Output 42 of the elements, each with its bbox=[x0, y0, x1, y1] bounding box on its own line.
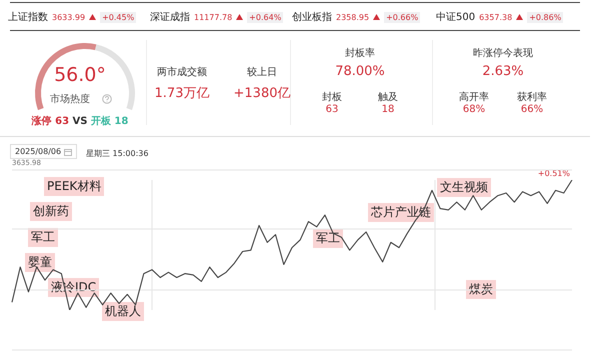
annotation: 文生视频 bbox=[437, 178, 491, 197]
text: 星期三 15:00:36 bbox=[86, 148, 148, 159]
text: 66% bbox=[520, 104, 544, 115]
text: 高开率 bbox=[459, 90, 489, 104]
text: 3633.99 bbox=[52, 12, 86, 22]
text: 触及 bbox=[378, 91, 398, 104]
text: 两市成交额 bbox=[157, 66, 207, 79]
text: VS bbox=[72, 116, 88, 127]
text: 创业板指 bbox=[292, 10, 332, 24]
annotation: 机器人 bbox=[102, 302, 144, 321]
text: 深证成指 bbox=[150, 10, 190, 24]
annotation: 创新药 bbox=[30, 202, 72, 221]
text: 中证500 bbox=[436, 10, 476, 24]
text: 6357.38 bbox=[479, 12, 512, 22]
text: +0.64% bbox=[247, 12, 284, 22]
annotation: 军工 bbox=[28, 228, 58, 247]
text: 昨涨停今表现 bbox=[473, 46, 533, 60]
annotation: 婴童 bbox=[25, 253, 55, 272]
text: 18 bbox=[382, 104, 394, 115]
text: +1380亿 bbox=[234, 85, 290, 102]
text: +0.45% bbox=[100, 12, 136, 22]
annotation: PEEK材料 bbox=[44, 177, 104, 196]
text: 获利率 bbox=[517, 90, 547, 104]
text: 78.00% bbox=[335, 64, 385, 79]
text: 11177.78 bbox=[194, 12, 232, 22]
text: 封板 bbox=[322, 90, 342, 104]
text: 2.63% bbox=[482, 64, 524, 79]
text: 涨停 63 bbox=[32, 116, 70, 127]
text: 2025/08/06 bbox=[15, 147, 62, 156]
text: +0.86% bbox=[527, 12, 564, 22]
text: 2358.95 bbox=[336, 12, 370, 22]
text: 56.0° bbox=[53, 64, 107, 86]
annotation: 军工 bbox=[313, 229, 343, 248]
text: 1.73万亿 bbox=[154, 85, 210, 102]
text: 开板 18 bbox=[90, 116, 128, 127]
text: +0.66% bbox=[384, 12, 420, 22]
text: 市场热度 bbox=[50, 92, 90, 106]
text: 较上日 bbox=[247, 66, 277, 79]
text: 封板率 bbox=[345, 46, 375, 60]
text: 68% bbox=[462, 104, 486, 115]
text: 63 bbox=[326, 104, 338, 115]
text: 上证指数 bbox=[8, 10, 48, 24]
